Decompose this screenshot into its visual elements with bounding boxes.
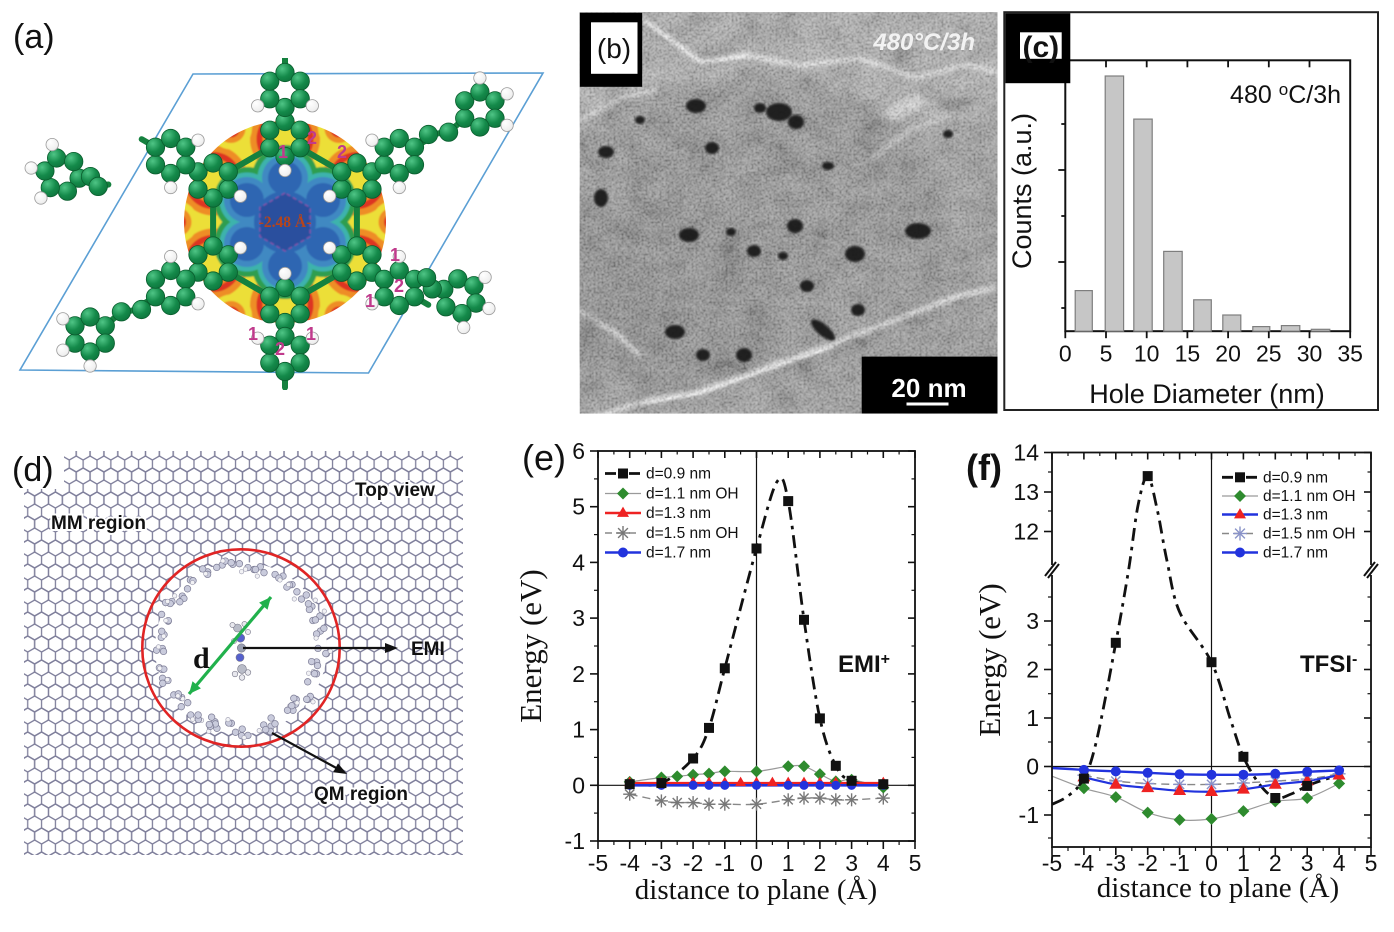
svg-text:(b): (b) (597, 33, 631, 64)
svg-text:2: 2 (1269, 850, 1282, 876)
svg-text:TFSI-: TFSI- (1300, 651, 1357, 678)
svg-text:1: 1 (390, 245, 400, 265)
svg-text:QM region: QM region (314, 784, 408, 805)
svg-text:0: 0 (572, 772, 585, 798)
svg-text:2: 2 (337, 142, 347, 162)
svg-text:d=0.9 nm: d=0.9 nm (1263, 469, 1328, 486)
svg-text:(a): (a) (13, 18, 55, 56)
svg-text:-1: -1 (1019, 802, 1039, 828)
svg-text:-1: -1 (565, 828, 585, 854)
svg-text:30: 30 (1297, 341, 1323, 367)
svg-text:Energy (eV): Energy (eV) (513, 569, 548, 723)
svg-text:4: 4 (572, 549, 585, 575)
svg-text:Top view: Top view (355, 480, 435, 501)
svg-text:0: 0 (750, 850, 763, 876)
svg-text:12: 12 (1013, 519, 1039, 545)
svg-text:MM region: MM region (51, 513, 146, 534)
svg-text:-4: -4 (619, 850, 640, 876)
svg-text:-1: -1 (715, 850, 735, 876)
svg-text:480°C/3h: 480°C/3h (872, 29, 975, 56)
svg-text:d=1.7 nm: d=1.7 nm (646, 545, 711, 562)
svg-text:6: 6 (572, 438, 585, 464)
svg-text:3: 3 (1301, 850, 1314, 876)
svg-text:-2: -2 (1137, 850, 1157, 876)
svg-text:20: 20 (1215, 341, 1241, 367)
svg-text:4: 4 (877, 850, 890, 876)
svg-text:(f): (f) (966, 447, 1002, 488)
svg-text:-2: -2 (683, 850, 703, 876)
svg-text:(d): (d) (12, 451, 54, 489)
svg-text:2: 2 (1026, 657, 1039, 683)
svg-text:4: 4 (1333, 850, 1346, 876)
svg-text:-4: -4 (1074, 850, 1095, 876)
svg-text:d=0.9 nm: d=0.9 nm (646, 466, 711, 483)
svg-text:-1: -1 (1169, 850, 1189, 876)
svg-text:2: 2 (394, 276, 404, 296)
svg-text:d=1.3 nm: d=1.3 nm (646, 505, 711, 522)
svg-text:Hole Diameter (nm): Hole Diameter (nm) (1089, 379, 1325, 409)
svg-text:3: 3 (572, 605, 585, 631)
svg-text:14: 14 (1013, 440, 1039, 466)
svg-text:1: 1 (1237, 850, 1250, 876)
svg-text:5: 5 (1365, 850, 1378, 876)
svg-text:-5: -5 (588, 850, 608, 876)
svg-text:d=1.7 nm: d=1.7 nm (1263, 545, 1328, 562)
svg-text:0: 0 (1026, 754, 1039, 780)
svg-text:-3: -3 (1106, 850, 1126, 876)
svg-text:5: 5 (1100, 341, 1113, 367)
svg-text:1: 1 (1026, 705, 1039, 731)
svg-text:5: 5 (572, 494, 585, 520)
svg-text:d=1.3 nm: d=1.3 nm (1263, 507, 1328, 524)
svg-text:d=1.1 nm OH: d=1.1 nm OH (1263, 488, 1356, 505)
svg-text:d=1.5 nm OH: d=1.5 nm OH (1263, 526, 1356, 543)
svg-text:3: 3 (845, 850, 858, 876)
svg-text:15: 15 (1175, 341, 1201, 367)
svg-text:1: 1 (248, 324, 258, 344)
svg-text:Energy (eV): Energy (eV) (972, 583, 1007, 737)
svg-text:20 nm: 20 nm (891, 373, 966, 403)
svg-text:25: 25 (1256, 341, 1282, 367)
svg-text:distance to plane (Å): distance to plane (Å) (1097, 872, 1339, 904)
svg-text:(c): (c) (1022, 31, 1059, 64)
svg-text:1: 1 (572, 717, 585, 743)
svg-text:2: 2 (307, 128, 317, 148)
svg-text:-3: -3 (651, 850, 671, 876)
svg-text:3: 3 (1026, 608, 1039, 634)
svg-text:0: 0 (1059, 341, 1072, 367)
svg-text:EMI: EMI (411, 639, 445, 660)
svg-text:-5: -5 (1042, 850, 1062, 876)
svg-text:1: 1 (278, 142, 288, 162)
svg-text:10: 10 (1134, 341, 1160, 367)
svg-text:2: 2 (814, 850, 827, 876)
svg-text:d=1.5 nm OH: d=1.5 nm OH (646, 525, 739, 542)
svg-text:-2.48 Å-: -2.48 Å- (259, 214, 312, 231)
svg-text:13: 13 (1013, 479, 1039, 505)
svg-text:d: d (193, 642, 210, 675)
svg-text:d=1.1 nm OH: d=1.1 nm OH (646, 486, 739, 503)
svg-text:35: 35 (1337, 341, 1363, 367)
svg-text:2: 2 (572, 661, 585, 687)
svg-text:distance to plane (Å): distance to plane (Å) (635, 874, 877, 906)
svg-text:1: 1 (306, 324, 316, 344)
svg-text:Counts (a.u.): Counts (a.u.) (1007, 113, 1037, 269)
svg-text:0: 0 (1205, 850, 1218, 876)
svg-text:5: 5 (909, 850, 922, 876)
svg-text:1: 1 (365, 291, 375, 311)
svg-text:1: 1 (782, 850, 795, 876)
svg-text:(e): (e) (522, 437, 566, 478)
svg-text:2: 2 (275, 339, 285, 359)
